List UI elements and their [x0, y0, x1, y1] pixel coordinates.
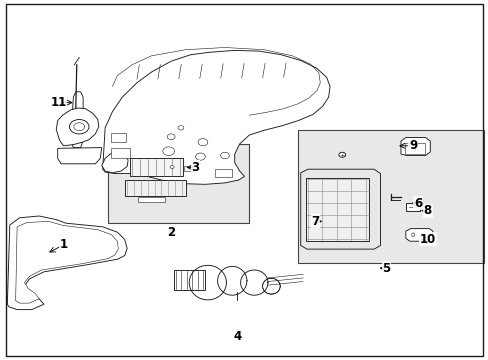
Ellipse shape [69, 120, 89, 134]
Text: 9: 9 [408, 139, 416, 152]
Bar [305, 178, 368, 241]
Polygon shape [405, 229, 432, 241]
Ellipse shape [178, 126, 183, 130]
Text: 6: 6 [413, 197, 421, 210]
Bar [405, 203, 419, 211]
Polygon shape [102, 152, 128, 173]
Text: 10: 10 [419, 233, 435, 246]
Polygon shape [102, 50, 329, 184]
Text: 5: 5 [382, 262, 389, 275]
Bar [111, 148, 130, 158]
Ellipse shape [74, 123, 84, 131]
Ellipse shape [220, 152, 229, 159]
Bar [124, 180, 185, 196]
Bar [173, 270, 205, 290]
Bar [138, 197, 164, 202]
Polygon shape [71, 92, 83, 148]
Polygon shape [16, 221, 118, 303]
Text: 1: 1 [60, 238, 67, 251]
Bar [298, 130, 483, 263]
Text: 7: 7 [311, 215, 319, 228]
Ellipse shape [419, 233, 422, 237]
Text: 11: 11 [50, 96, 67, 109]
Bar [183, 166, 192, 171]
Polygon shape [58, 148, 102, 164]
Ellipse shape [195, 153, 205, 160]
Polygon shape [400, 138, 429, 156]
Text: 3: 3 [191, 161, 199, 174]
Bar [404, 143, 425, 154]
Ellipse shape [411, 233, 414, 237]
Text: 8: 8 [423, 204, 431, 217]
Ellipse shape [198, 139, 207, 146]
Polygon shape [7, 216, 127, 310]
Ellipse shape [427, 233, 430, 237]
Bar [129, 158, 183, 176]
Text: 4: 4 [233, 330, 241, 343]
Ellipse shape [167, 134, 175, 140]
Ellipse shape [163, 147, 174, 156]
Polygon shape [56, 108, 99, 146]
Bar [107, 144, 249, 223]
Bar [111, 133, 126, 142]
Text: 2: 2 [167, 226, 175, 239]
Ellipse shape [170, 166, 174, 168]
Bar [215, 169, 232, 177]
Ellipse shape [338, 152, 345, 157]
